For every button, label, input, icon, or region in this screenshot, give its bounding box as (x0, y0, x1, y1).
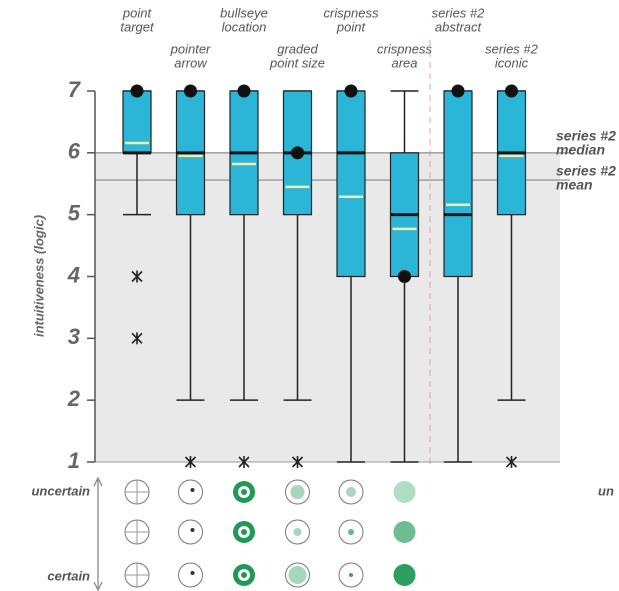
icon (394, 521, 416, 543)
category-label: target (120, 19, 155, 34)
box (337, 91, 365, 277)
icon (241, 529, 247, 535)
marker-dot (452, 85, 465, 98)
y-tick-label: 3 (68, 324, 80, 349)
category-label: abstract (435, 19, 483, 34)
y-tick-label: 5 (68, 200, 81, 225)
y-tick-label: 7 (68, 77, 82, 102)
icon (346, 487, 356, 497)
category-label: graded (277, 41, 318, 56)
marker-dot (131, 85, 144, 98)
icon (191, 571, 195, 575)
marker-dot (291, 146, 304, 159)
icon (394, 481, 416, 503)
icon (394, 564, 416, 586)
cut-label: un (598, 483, 614, 498)
marker-dot (238, 85, 251, 98)
box (444, 91, 472, 277)
category-label: location (222, 19, 267, 34)
shaded-band (95, 153, 560, 462)
reference-label: mean (556, 177, 593, 193)
category-label: crispness (377, 41, 432, 56)
icon (191, 488, 195, 492)
marker-dot (398, 270, 411, 283)
icon (179, 520, 203, 544)
y-tick-label: 6 (68, 139, 81, 164)
category-label: point (122, 5, 153, 20)
icon (349, 573, 353, 577)
icon (291, 485, 305, 499)
category-label: arrow (174, 55, 208, 70)
marker-dot (505, 85, 518, 98)
category-label: crispness (324, 5, 379, 20)
chart: intuitiveness (logic) series #2 median ser… (0, 0, 619, 591)
icon (289, 566, 307, 584)
icon (294, 528, 302, 536)
y-axis-title: intuitiveness (logic) (31, 215, 46, 337)
category-label: series #2 (432, 5, 486, 20)
icon (179, 563, 203, 587)
icon (191, 528, 195, 532)
certainty-label: uncertain (31, 483, 90, 498)
reference-label: median (556, 142, 605, 158)
y-tick-label: 2 (67, 386, 81, 411)
category-label: pointer (170, 41, 211, 56)
category-label: series #2 (485, 41, 539, 56)
icon (348, 529, 354, 535)
category-label: area (391, 55, 417, 70)
y-tick-label: 1 (68, 448, 80, 473)
category-label: bullseye (220, 5, 268, 20)
certainty-label: certain (47, 568, 90, 583)
marker-dot (184, 85, 197, 98)
marker-dot (345, 85, 358, 98)
icon (241, 572, 247, 578)
category-label: point size (269, 55, 325, 70)
icon (241, 489, 247, 495)
icon (179, 480, 203, 504)
category-label: point (336, 19, 367, 34)
category-label: iconic (495, 55, 529, 70)
y-tick-label: 4 (67, 262, 80, 287)
